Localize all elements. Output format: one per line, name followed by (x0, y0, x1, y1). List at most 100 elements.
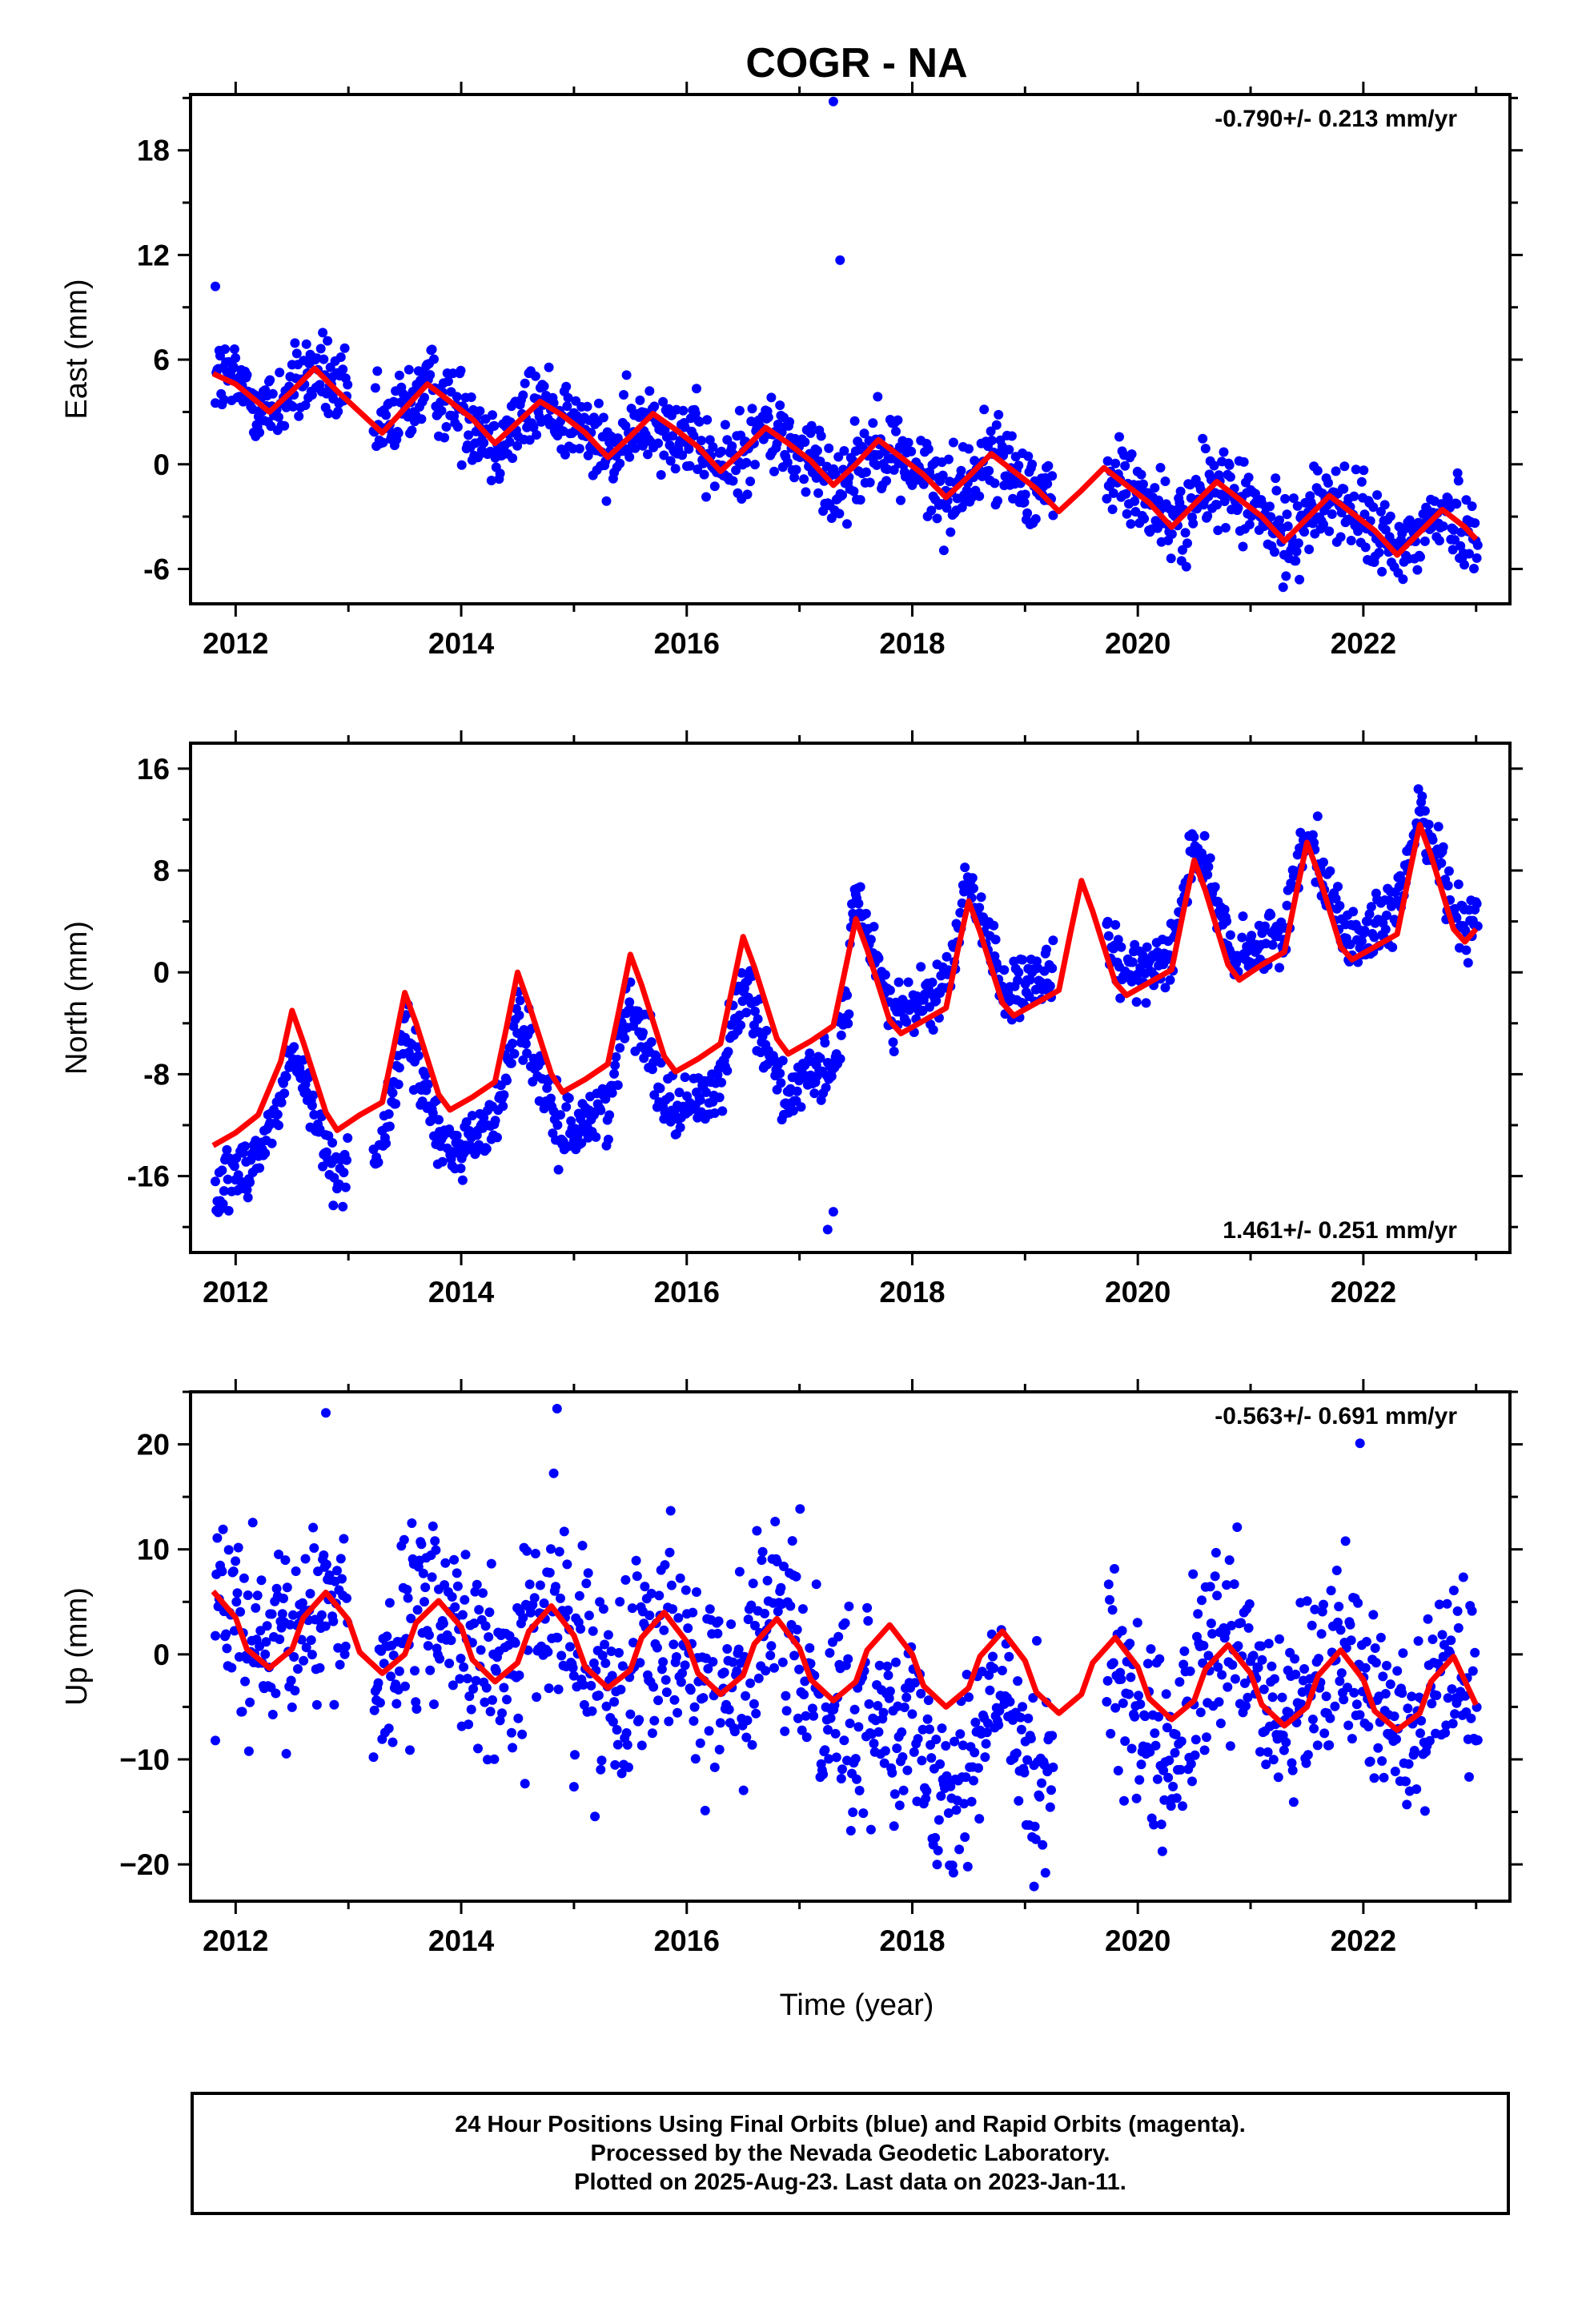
obs-point (809, 1711, 819, 1721)
obs-point (845, 1719, 855, 1728)
obs-point (1022, 508, 1033, 518)
obs-point (425, 370, 436, 380)
obs-point (1247, 931, 1257, 941)
obs-point (1403, 1759, 1414, 1769)
obs-point (873, 953, 884, 963)
obs-point (1210, 882, 1220, 892)
obs-point (1461, 945, 1472, 955)
obs-point (588, 1626, 598, 1636)
obs-point (717, 1077, 727, 1088)
obs-point (1380, 924, 1391, 935)
obs-point (865, 1824, 876, 1835)
obs-point (942, 503, 952, 513)
obs-point (229, 344, 239, 354)
obs-point (622, 1739, 632, 1750)
obs-point (894, 1800, 905, 1811)
obs-point (842, 519, 852, 529)
obs-point (318, 328, 328, 338)
obs-point (917, 1755, 927, 1766)
obs-point (1467, 1606, 1477, 1616)
y-tick-label: 16 (137, 753, 170, 786)
obs-point (689, 1716, 699, 1726)
obs-point (1159, 1795, 1170, 1805)
obs-point (1103, 1579, 1114, 1590)
obs-point (1304, 545, 1315, 554)
obs-point (228, 1566, 239, 1577)
obs-point (1326, 1586, 1336, 1596)
obs-point (656, 470, 666, 480)
obs-point (231, 1597, 242, 1607)
obs-point (1447, 1719, 1458, 1729)
obs-point (1191, 1735, 1201, 1745)
obs-point (780, 1726, 790, 1736)
obs-point (598, 412, 608, 423)
obs-point (548, 1468, 559, 1478)
obs-point (1227, 1660, 1238, 1670)
obs-point (649, 1715, 660, 1726)
obs-point (1124, 1689, 1134, 1699)
obs-point (1407, 1691, 1417, 1702)
obs-point (245, 1697, 255, 1707)
obs-point (1213, 525, 1223, 536)
obs-point (916, 1688, 926, 1699)
obs-point (1220, 523, 1231, 533)
obs-point (1331, 466, 1341, 476)
obs-point (1030, 1821, 1040, 1831)
obs-point (1334, 1602, 1344, 1612)
obs-point (1469, 564, 1479, 573)
obs-point (1145, 1747, 1155, 1757)
obs-point (475, 406, 485, 416)
obs-point (1205, 1582, 1215, 1592)
obs-point (281, 1072, 291, 1082)
obs-point (456, 365, 466, 376)
obs-point (387, 1737, 398, 1747)
obs-point (917, 1724, 928, 1735)
obs-point (1034, 1791, 1045, 1802)
obs-point (791, 1571, 801, 1582)
obs-point (772, 1557, 782, 1566)
obs-point (407, 425, 417, 436)
obs-point (728, 476, 738, 486)
x-tick-label: 2022 (1331, 1276, 1396, 1309)
obs-point (1149, 1819, 1159, 1830)
obs-point (274, 412, 283, 422)
obs-point (1026, 1733, 1036, 1743)
obs-point (1154, 1711, 1164, 1722)
obs-point (381, 410, 391, 420)
obs-point (1369, 1773, 1379, 1783)
obs-point (553, 1164, 564, 1175)
obs-point (1271, 473, 1281, 484)
obs-point (405, 1745, 415, 1755)
obs-point (1205, 853, 1215, 863)
obs-point (897, 1727, 907, 1737)
obs-point (621, 1728, 632, 1738)
obs-point (799, 474, 809, 485)
obs-point (1162, 1723, 1172, 1733)
obs-point (677, 1668, 688, 1679)
obs-point (1307, 1715, 1318, 1724)
obs-point (544, 1683, 554, 1694)
obs-point (666, 1580, 677, 1590)
obs-point (552, 1633, 563, 1642)
obs-point (1401, 1776, 1411, 1787)
obs-point (985, 1685, 995, 1695)
obs-point (1016, 1724, 1026, 1735)
obs-point (565, 1642, 575, 1652)
obs-point (400, 1681, 410, 1691)
obs-point (743, 1614, 753, 1625)
obs-point (747, 1739, 757, 1750)
obs-point (255, 1163, 265, 1173)
obs-point (1171, 1793, 1182, 1803)
plot-frame-east (189, 93, 1512, 605)
obs-point (265, 375, 275, 385)
obs-point (704, 1726, 714, 1736)
obs-point (989, 920, 999, 931)
obs-point (1223, 1682, 1233, 1692)
obs-point (653, 438, 664, 448)
obs-point (281, 1748, 291, 1759)
obs-point (825, 1713, 836, 1723)
obs-point (1385, 1679, 1395, 1690)
obs-point (329, 1699, 339, 1710)
obs-point (1233, 503, 1243, 513)
